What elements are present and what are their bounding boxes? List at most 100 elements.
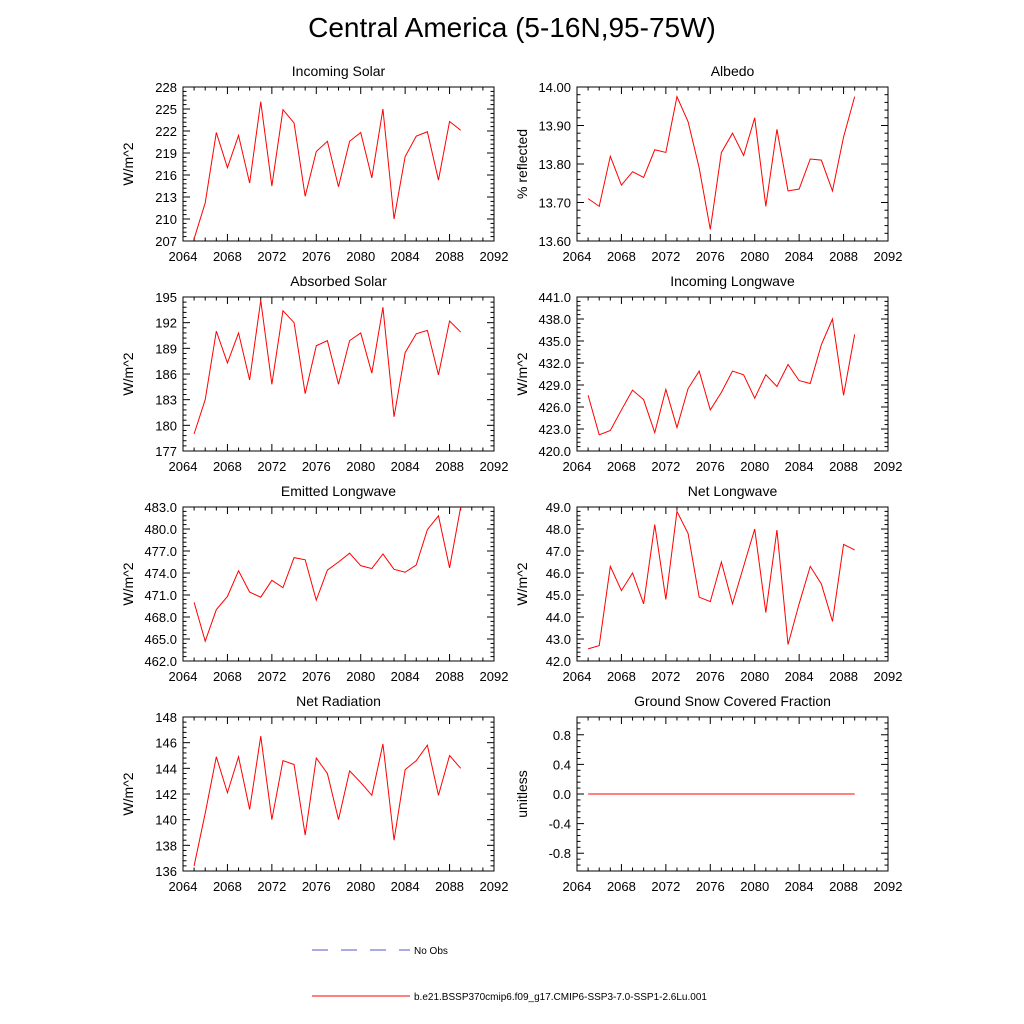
panel-title: Incoming Solar xyxy=(292,63,386,79)
x-tick-label: 2080 xyxy=(740,669,769,684)
x-tick-label: 2072 xyxy=(257,249,286,264)
y-tick-label: 183 xyxy=(155,393,177,408)
y-tick-label: 138 xyxy=(155,838,177,853)
y-tick-label: 195 xyxy=(155,290,177,305)
y-tick-label: 438.0 xyxy=(538,312,571,327)
y-tick-label: 46.0 xyxy=(546,566,571,581)
x-tick-label: 2092 xyxy=(480,249,509,264)
plot-frame xyxy=(182,296,495,452)
panel-title: Incoming Longwave xyxy=(670,273,795,289)
x-tick-label: 2080 xyxy=(346,249,375,264)
x-tick-label: 2068 xyxy=(213,669,242,684)
x-tick-label: 2076 xyxy=(302,879,331,894)
y-tick-label: 420.0 xyxy=(538,444,571,459)
x-tick-label: 2064 xyxy=(169,669,198,684)
y-tick-label: 435.0 xyxy=(538,334,571,349)
x-tick-label: 2088 xyxy=(829,459,858,474)
x-tick-label: 2088 xyxy=(435,459,464,474)
y-tick-label: 441.0 xyxy=(538,290,571,305)
x-tick-label: 2076 xyxy=(696,669,725,684)
chart-panel-1: Incoming Solar W/m^2 2064 2068 2072 2076 2080 2… xyxy=(120,63,508,264)
y-tick-label: 210 xyxy=(155,212,177,227)
x-tick-label: 2092 xyxy=(480,459,509,474)
y-tick-label: 177 xyxy=(155,444,177,459)
x-tick-label: 2084 xyxy=(391,459,420,474)
y-tick-label: 225 xyxy=(155,102,177,117)
x-tick-label: 2088 xyxy=(829,879,858,894)
x-tick-label: 2064 xyxy=(563,459,592,474)
x-tick-label: 2068 xyxy=(213,879,242,894)
y-tick-label: 216 xyxy=(155,168,177,183)
x-tick-label: 2064 xyxy=(169,459,198,474)
x-tick-label: 2084 xyxy=(785,459,814,474)
x-tick-label: 2092 xyxy=(874,879,903,894)
x-tick-label: 2064 xyxy=(563,879,592,894)
y-tick-label: 186 xyxy=(155,367,177,382)
x-tick-label: 2076 xyxy=(302,669,331,684)
chart-panel-6: Net Longwave W/m^2 2064 2068 2072 2076 2080 208… xyxy=(514,483,902,684)
y-tick-label: 45.0 xyxy=(546,588,571,603)
y-tick-label: 48.0 xyxy=(546,522,571,537)
y-axis-label: W/m^2 xyxy=(120,772,136,815)
y-tick-label: 47.0 xyxy=(546,544,571,559)
y-tick-label: 426.0 xyxy=(538,400,571,415)
y-tick-label: -0.4 xyxy=(549,817,571,832)
panel-title: Ground Snow Covered Fraction xyxy=(634,693,831,709)
panel-title: Albedo xyxy=(711,63,755,79)
y-tick-label: 462.0 xyxy=(144,654,177,669)
x-tick-label: 2084 xyxy=(785,879,814,894)
y-tick-label: 192 xyxy=(155,316,177,331)
x-tick-label: 2092 xyxy=(480,879,509,894)
plot-frame xyxy=(576,296,889,452)
x-tick-label: 2068 xyxy=(607,249,636,264)
x-tick-label: 2064 xyxy=(169,249,198,264)
x-tick-label: 2072 xyxy=(651,669,680,684)
series-line xyxy=(193,101,461,239)
y-tick-label: 228 xyxy=(155,80,177,95)
y-axis-label: % reflected xyxy=(514,129,530,199)
plot-frame xyxy=(576,506,889,662)
x-tick-label: 2080 xyxy=(740,249,769,264)
y-tick-label: 180 xyxy=(155,418,177,433)
x-tick-label: 2068 xyxy=(213,249,242,264)
y-tick-label: 432.0 xyxy=(538,356,571,371)
y-tick-label: 465.0 xyxy=(144,632,177,647)
chart-panel-7: Net Radiation W/m^2 2064 2068 2072 2076 2080 20… xyxy=(120,693,508,894)
x-tick-label: 2088 xyxy=(435,879,464,894)
x-tick-label: 2076 xyxy=(302,459,331,474)
x-tick-label: 2084 xyxy=(785,249,814,264)
y-tick-label: 13.60 xyxy=(538,234,571,249)
x-tick-label: 2072 xyxy=(651,459,680,474)
y-tick-label: 423.0 xyxy=(538,422,571,437)
y-tick-label: 207 xyxy=(155,234,177,249)
y-tick-label: 42.0 xyxy=(546,654,571,669)
x-tick-label: 2092 xyxy=(874,249,903,264)
figure-title: Central America (5-16N,95-75W) xyxy=(308,12,716,43)
y-tick-label: 144 xyxy=(155,761,177,776)
x-tick-label: 2092 xyxy=(480,669,509,684)
x-tick-label: 2088 xyxy=(435,249,464,264)
y-tick-label: 222 xyxy=(155,124,177,139)
y-tick-label: 13.70 xyxy=(538,196,571,211)
legend: No Obs b.e21.BSSP370cmip6.f09_g17.CMIP6-S… xyxy=(312,946,707,1003)
x-tick-label: 2072 xyxy=(257,669,286,684)
y-tick-label: 480.0 xyxy=(144,522,177,537)
series-line xyxy=(587,94,856,230)
x-tick-label: 2072 xyxy=(257,879,286,894)
x-tick-label: 2084 xyxy=(391,669,420,684)
series-line xyxy=(587,509,855,650)
y-tick-label: 13.90 xyxy=(538,119,571,134)
x-tick-label: 2084 xyxy=(785,669,814,684)
x-tick-label: 2076 xyxy=(696,879,725,894)
x-tick-label: 2080 xyxy=(346,879,375,894)
y-tick-label: 213 xyxy=(155,190,177,205)
x-tick-label: 2064 xyxy=(169,879,198,894)
chart-panel-8: Ground Snow Covered Fraction unitless 2064… xyxy=(514,693,902,894)
series-line xyxy=(193,736,462,866)
chart-panel-4: Incoming Longwave W/m^2 2064 2068 2072 2076 20… xyxy=(514,273,902,474)
y-tick-label: 0.0 xyxy=(553,787,571,802)
y-axis-label: W/m^2 xyxy=(120,562,136,605)
y-tick-label: 136 xyxy=(155,864,177,879)
panel-title: Emitted Longwave xyxy=(281,483,396,499)
